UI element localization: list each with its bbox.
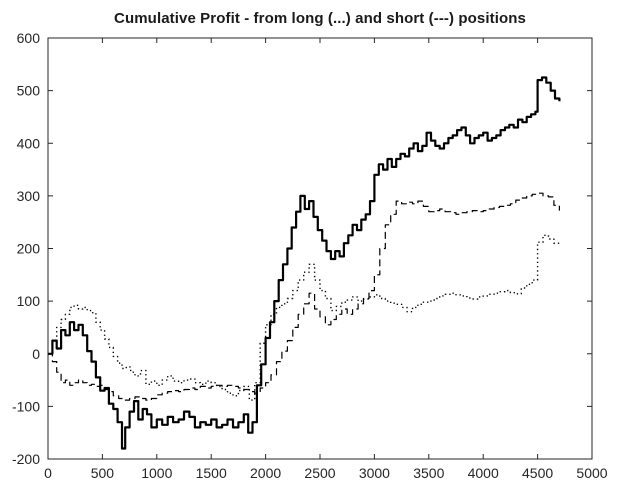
y-tick-label: 400 [17, 135, 41, 151]
y-tick-label: 100 [17, 293, 41, 309]
y-tick-label: 200 [17, 241, 41, 257]
x-tick-label: 2500 [304, 465, 335, 481]
series-short-positions [48, 192, 560, 401]
x-tick-label: 1000 [141, 465, 172, 481]
y-tick-label: 500 [17, 83, 41, 99]
y-tick-label: 600 [17, 30, 41, 46]
x-tick-label: 4500 [522, 465, 553, 481]
x-tick-label: 4000 [468, 465, 499, 481]
x-tick-label: 3500 [413, 465, 444, 481]
x-tick-label: 1500 [196, 465, 227, 481]
x-tick-label: 3000 [359, 465, 390, 481]
axes-box [47, 37, 593, 460]
y-tick-label: 0 [32, 346, 40, 362]
y-tick-label: -100 [12, 398, 40, 414]
x-tick-label: 0 [44, 465, 52, 481]
x-tick-label: 5000 [576, 465, 607, 481]
chart-title: Cumulative Profit - from long (...) and … [114, 10, 526, 27]
y-tick-label: -200 [12, 451, 40, 467]
series-long-positions [48, 234, 561, 401]
x-tick-label: 2000 [250, 465, 281, 481]
series-total-cumulative-profit [48, 76, 561, 450]
y-tick-label: 300 [17, 188, 41, 204]
x-tick-label: 500 [91, 465, 115, 481]
